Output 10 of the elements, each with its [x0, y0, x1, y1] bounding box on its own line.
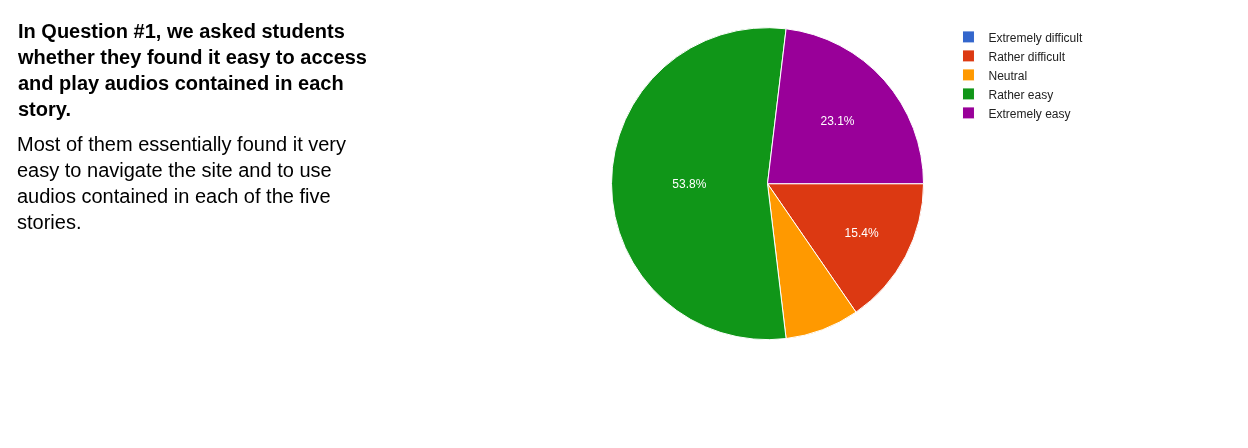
data-label: 23.1% — [820, 114, 855, 129]
legend-label: Rather easy — [988, 87, 1054, 102]
legend-label: Extremely difficult — [988, 30, 1083, 45]
data-label: 15.4% — [844, 226, 879, 241]
text: In Question #1, we asked students whether they found it easy to access and play audios contained in each story. — [17, 20, 367, 120]
legend-label: Extremely easy — [988, 106, 1071, 121]
legend-label: Neutral — [988, 68, 1028, 83]
legend-label: Rather difficult — [988, 49, 1066, 64]
data-label: 53.8% — [672, 176, 707, 191]
text: Most of them essentially found it very easy to navigate the site and to use audios contained in each of the five stories. — [17, 133, 347, 233]
